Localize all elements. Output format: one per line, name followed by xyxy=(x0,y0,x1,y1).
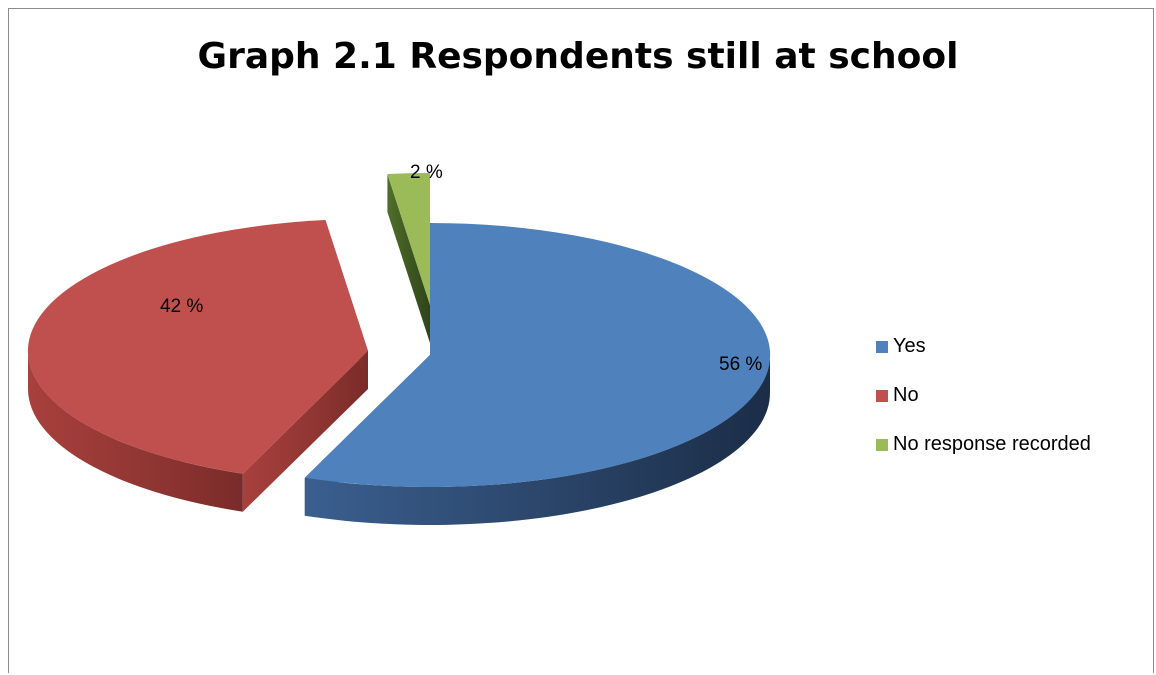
legend-label-no-response-recorded: No response recorded xyxy=(893,433,1091,455)
data-label-no: 42 % xyxy=(160,296,203,317)
legend-item-no-response-recorded: No response recorded xyxy=(876,420,1091,469)
legend-label-yes: Yes xyxy=(893,335,926,357)
legend-item-yes: Yes xyxy=(876,322,1091,371)
pie-slice-yes xyxy=(304,222,771,525)
legend-swatch-yes xyxy=(876,340,888,353)
legend-swatch-no-response-recorded xyxy=(876,438,888,451)
data-label-yes: 56 % xyxy=(719,354,762,375)
chart-legend: Yes No No response recorded xyxy=(876,322,1091,469)
pie-slice-no xyxy=(27,220,368,512)
legend-item-no: No xyxy=(876,371,1091,420)
chart-title: Graph 2.1 Respondents still at school xyxy=(197,36,959,77)
pie-slice-no-response-recorded xyxy=(387,172,430,343)
legend-label-no: No xyxy=(893,384,919,406)
data-label-no-response-recorded: 2 % xyxy=(410,162,443,183)
legend-swatch-no xyxy=(876,389,888,402)
